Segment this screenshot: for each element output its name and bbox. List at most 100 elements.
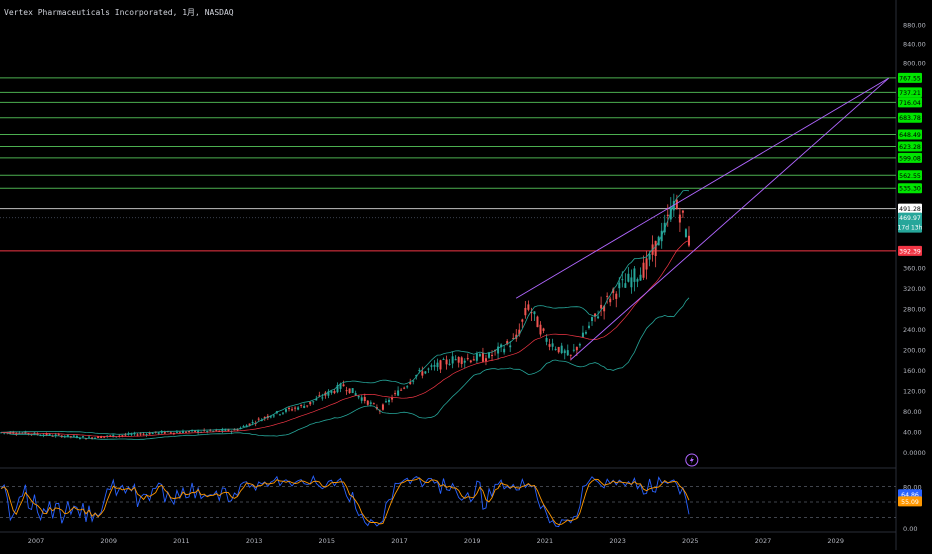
candle-down: [194, 430, 197, 432]
candle-up: [175, 431, 178, 433]
candle-down: [69, 436, 72, 438]
candle-down: [654, 240, 657, 256]
candle-up: [597, 316, 600, 319]
candle-up: [587, 325, 590, 329]
candle-down: [163, 431, 166, 434]
candle-down: [348, 388, 351, 394]
stoch-d-value-bg: [898, 496, 922, 507]
target-level-label: 716.04: [899, 100, 921, 107]
candle-down: [218, 430, 221, 432]
target-level-label-bg: [898, 129, 922, 140]
candle-down: [142, 433, 145, 435]
channel-upper-line: [515, 77, 889, 299]
candle-down: [460, 357, 463, 365]
target-level-label: 648.49: [899, 132, 921, 139]
stoch-d-line: [0, 477, 690, 525]
candle-down: [121, 435, 124, 437]
candle-up: [572, 349, 575, 351]
candle-up: [627, 273, 630, 282]
candle-up: [112, 434, 115, 438]
price-axis-tick-label: 840.00: [903, 41, 926, 49]
stoch-d-value-label: 55.09: [901, 499, 919, 506]
candle-down: [136, 434, 139, 436]
candle-down: [612, 288, 615, 293]
candle-up: [72, 435, 75, 437]
candle-up: [242, 425, 245, 427]
candle-down: [333, 391, 336, 394]
price-axis-tick-label: 360.00: [903, 265, 926, 273]
candle-up: [442, 358, 445, 360]
candle-up: [621, 279, 624, 281]
candle-down: [57, 434, 60, 436]
candle-down: [606, 295, 609, 297]
candle-up: [503, 348, 506, 353]
candle-down: [391, 397, 394, 400]
candle-down: [257, 418, 260, 420]
candle-down: [506, 341, 509, 345]
candle-up: [75, 435, 78, 438]
candle-down: [512, 338, 515, 340]
bollinger-basis: [1, 240, 690, 438]
time-axis-tick-label: 2025: [682, 537, 699, 545]
target-level-label-bg: [898, 170, 922, 181]
candle-down: [615, 293, 618, 299]
candle-up: [221, 429, 224, 432]
candle-up: [412, 380, 415, 382]
candle-down: [169, 432, 172, 434]
price-axis-tick-label: 320.00: [903, 285, 926, 293]
candle-down: [294, 407, 297, 409]
candle-down: [97, 436, 100, 439]
candle-up: [269, 416, 272, 418]
time-axis-tick-label: 2011: [173, 537, 190, 545]
candle-down: [188, 430, 191, 432]
resistance-level-label-bg: [898, 203, 922, 214]
candle-up: [560, 345, 563, 354]
candle-down: [15, 433, 18, 435]
candle-up: [388, 399, 391, 403]
target-level-label: 599.08: [899, 155, 921, 162]
candle-up: [563, 350, 566, 354]
target-level-label: 562.55: [899, 173, 921, 180]
candle-up: [54, 434, 57, 437]
candle-down: [681, 210, 684, 213]
target-level-label-bg: [898, 183, 922, 194]
candle-up: [321, 397, 324, 399]
candle-up: [418, 369, 421, 371]
candle-up: [327, 391, 330, 396]
candle-up: [130, 434, 133, 436]
candle-up: [3, 432, 6, 434]
target-level-label: 535.30: [899, 186, 921, 193]
lightning-icon[interactable]: [685, 453, 699, 467]
candle-down: [666, 214, 669, 217]
candle-up: [648, 253, 651, 260]
candle-down: [609, 298, 612, 303]
candle-up: [330, 390, 333, 393]
candle-down: [642, 262, 645, 278]
candle-up: [284, 409, 287, 412]
candle-down: [524, 307, 527, 316]
candle-down: [603, 305, 606, 312]
candle-up: [630, 277, 633, 288]
time-axis-tick-label: 2007: [28, 537, 45, 545]
exchange-label: NASDAQ: [204, 8, 234, 17]
candle-down: [85, 438, 88, 440]
price-axis-tick-label: 0.0000: [903, 449, 926, 457]
target-level-label-bg: [898, 141, 922, 152]
candle-down: [645, 258, 648, 270]
candle-up: [591, 317, 594, 321]
target-level-label: 683.78: [899, 115, 921, 122]
candle-down: [103, 436, 106, 438]
candle-up: [39, 435, 42, 437]
time-axis-tick-label: 2009: [100, 537, 117, 545]
candle-down: [342, 384, 345, 387]
candle-up: [315, 398, 318, 401]
candle-down: [421, 371, 424, 376]
candle-up: [475, 353, 478, 361]
time-axis-tick-label: 2015: [319, 537, 336, 545]
candle-up: [427, 368, 430, 370]
candle-up: [78, 438, 81, 440]
candle-up: [578, 344, 581, 346]
candle-up: [351, 388, 354, 394]
